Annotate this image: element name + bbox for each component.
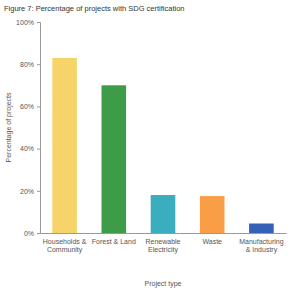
x-tick: Manufacturing& Industry xyxy=(239,238,283,254)
y-tick-mark xyxy=(37,64,40,65)
bar xyxy=(52,58,77,233)
y-tick-label: 20% xyxy=(20,188,34,195)
y-tick-label: 60% xyxy=(20,103,34,110)
y-tick-mark xyxy=(37,106,40,107)
bar xyxy=(151,195,176,233)
y-tick: 100% xyxy=(16,19,40,26)
bars xyxy=(52,58,273,233)
x-tick: RenewableElectricity xyxy=(145,238,180,254)
y-tick-mark xyxy=(37,233,40,234)
y-tick: 40% xyxy=(20,145,40,152)
y-tick: 80% xyxy=(20,61,40,68)
x-tick-label: RenewableElectricity xyxy=(145,238,180,254)
x-tick-label: Households &Community xyxy=(43,238,87,254)
y-tick-mark xyxy=(37,191,40,192)
x-axis-line xyxy=(41,233,287,234)
y-tick-label: 80% xyxy=(20,61,34,68)
chart: Figure 7: Percentage of projects with SD… xyxy=(0,0,296,300)
x-tick-label: Waste xyxy=(202,238,222,245)
y-tick: 60% xyxy=(20,103,40,110)
y-axis: 0% 20% 40% 60% 80% 100% xyxy=(16,19,40,237)
x-tick-label: Forest & Land xyxy=(92,238,136,245)
y-tick-mark xyxy=(37,22,40,23)
x-axis: Households &Community Forest & Land Renewa… xyxy=(41,234,287,255)
x-tick-label: Manufacturing& Industry xyxy=(239,238,283,254)
y-axis-title: Percentage of projects xyxy=(5,92,13,163)
y-tick-label: 0% xyxy=(24,230,34,237)
y-axis-line xyxy=(37,23,41,234)
x-axis-title: Project type xyxy=(145,280,182,288)
title: Figure 7: Percentage of projects with SD… xyxy=(4,4,185,13)
bar xyxy=(249,224,274,233)
x-tick: Forest & Land xyxy=(92,238,136,245)
plot: 0% 20% 40% 60% 80% 100% Households &Community F… xyxy=(16,19,286,254)
y-tick-label: 40% xyxy=(20,145,34,152)
y-tick-label: 100% xyxy=(16,19,34,26)
y-tick: 20% xyxy=(20,188,40,195)
x-tick: Households &Community xyxy=(43,238,87,254)
x-tick: Waste xyxy=(202,238,222,245)
y-tick-mark xyxy=(37,149,40,150)
bar xyxy=(102,85,127,233)
bar xyxy=(200,196,225,233)
y-tick: 0% xyxy=(24,230,40,237)
